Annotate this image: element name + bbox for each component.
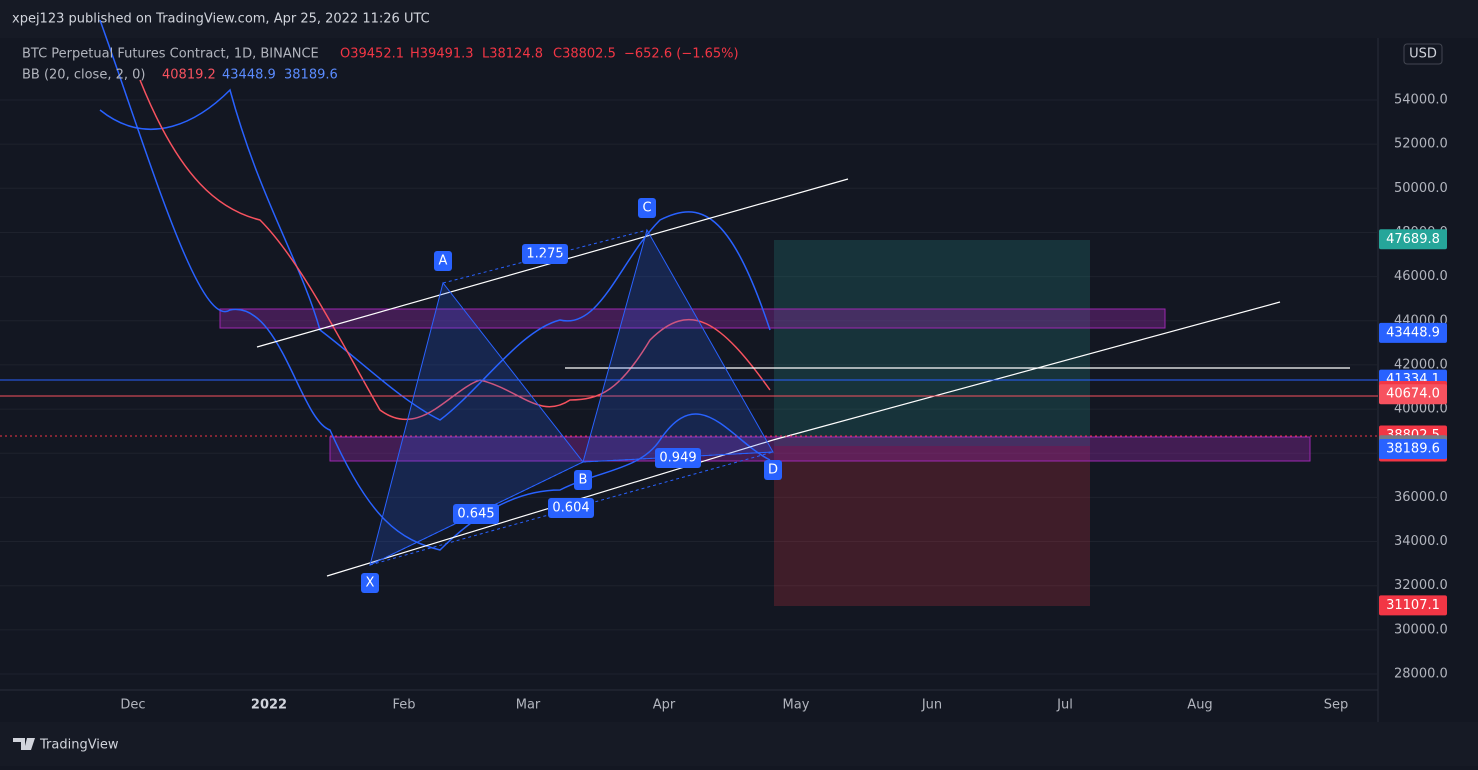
y-tick-label: 30000.0 (1394, 622, 1448, 637)
y-tick-label: 36000.0 (1394, 490, 1448, 505)
ratio-line (442, 229, 648, 284)
price-tag-label: 38189.6 (1386, 442, 1440, 457)
x-tick-label: 2022 (251, 698, 287, 713)
price-tag (1379, 229, 1447, 250)
pattern-point-label: X (366, 575, 375, 590)
demand-zone (329, 436, 1311, 462)
ratio-label: 1.275 (526, 247, 563, 262)
y-tick-label: 50000.0 (1394, 181, 1448, 196)
x-tick-label: Aug (1187, 698, 1212, 713)
profit-zone (774, 240, 1090, 446)
pattern-point-box (361, 572, 379, 593)
x-tick-label: Jul (1056, 698, 1073, 713)
y-tick-label: 28000.0 (1394, 667, 1448, 682)
ratio-line (582, 451, 774, 463)
bb-upper (99, 88, 771, 421)
pattern-point-label: B (579, 472, 588, 487)
x-tick-label: Feb (392, 698, 415, 713)
header-bar (0, 0, 1478, 38)
supply-zone (219, 308, 1166, 329)
price-tag (1379, 595, 1447, 616)
ratio-label: 0.604 (552, 501, 589, 516)
y-tick-label: 34000.0 (1394, 534, 1448, 549)
x-tick-label: Mar (516, 698, 541, 713)
loss-zone (774, 446, 1090, 606)
ratio-label: 0.645 (457, 507, 494, 522)
x-tick-label: May (783, 698, 810, 713)
pattern-point-box (574, 469, 592, 490)
trend-line (772, 301, 1281, 441)
price-tag-label: 31107.1 (1386, 598, 1440, 613)
y-tick-label: 42000.0 (1394, 357, 1448, 372)
brand: TradingView (39, 738, 119, 753)
ohlc-open: O39452.1 (340, 47, 404, 62)
ratio-box (548, 498, 594, 518)
price-tag (1379, 384, 1447, 405)
price-tag-label: 47689.8 (1386, 232, 1440, 247)
pattern-point-box (638, 198, 656, 219)
indicator: BB (20, close, 2, 0) (22, 68, 145, 83)
ratio-box (655, 448, 701, 468)
ratio-line (369, 451, 774, 566)
bb-basis (139, 79, 771, 421)
logo-mark (13, 738, 35, 750)
ohlc-change: −652.6 (−1.65%) (624, 47, 739, 62)
y-tick-label: 40000.0 (1394, 402, 1448, 417)
ratio-box (453, 504, 499, 524)
footer-logo: TradingView (13, 738, 119, 753)
header-text: xpej123 published on TradingView.com, Ap… (12, 12, 430, 27)
ratio-label: 0.949 (659, 451, 696, 466)
x-tick-label: Jun (921, 698, 942, 713)
y-tick-label: 52000.0 (1394, 137, 1448, 152)
ohlc-close: C38802.5 (553, 47, 616, 62)
currency[interactable]: USD (1409, 47, 1437, 62)
pattern-point-box (434, 250, 452, 271)
bb-upper-value: 43448.9 (222, 68, 276, 83)
y-tick-label: 32000.0 (1394, 578, 1448, 593)
price-tag-label: 40674.0 (1386, 387, 1440, 402)
price-tag (1379, 439, 1447, 460)
price-tag-label: 43448.9 (1386, 325, 1440, 340)
bb-lower (99, 19, 771, 551)
ohlc-low: L38124.8 (482, 47, 543, 62)
bb-lower-value: 38189.6 (284, 68, 338, 83)
bb-basis-value: 40819.2 (162, 68, 216, 83)
ohlc-high: H39491.3 (410, 47, 474, 62)
pattern-point-label: C (642, 201, 651, 216)
pattern-point-box (764, 459, 782, 480)
ratio-box (522, 244, 568, 264)
pattern-point-label: D (768, 462, 778, 477)
x-tick-label: Sep (1324, 698, 1349, 713)
currency-box[interactable] (1403, 43, 1443, 65)
footer-bar (0, 722, 1478, 766)
x-tick-label: Apr (653, 698, 676, 713)
y-tick-label: 46000.0 (1394, 269, 1448, 284)
symbol: BTC Perpetual Futures Contract, 1D, BINA… (22, 47, 319, 62)
price-tag (1379, 322, 1447, 343)
x-tick-label: Dec (120, 698, 145, 713)
y-tick-label: 54000.0 (1394, 93, 1448, 108)
pattern-point-label: A (439, 253, 448, 268)
